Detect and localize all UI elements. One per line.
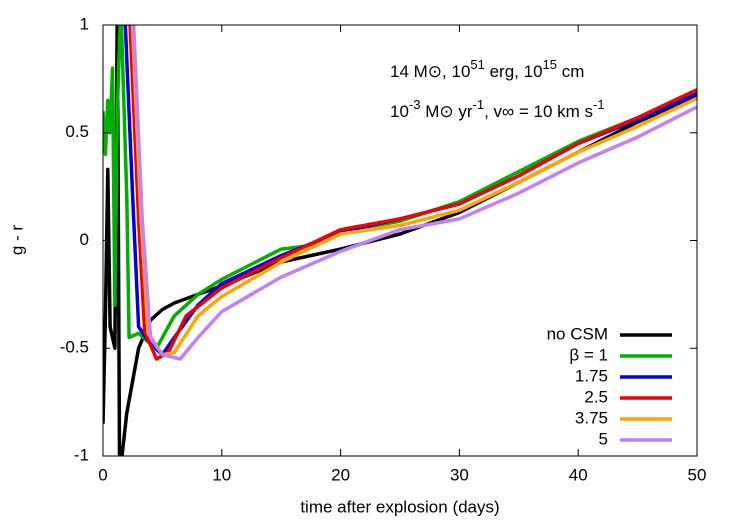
annotation-text: 10: [390, 102, 409, 121]
series-line: [128, 25, 697, 361]
legend-label: no CSM: [547, 324, 608, 343]
annotation-superscript: 51: [470, 57, 484, 72]
y-tick-label: 0: [80, 230, 89, 249]
x-tick-label: 10: [212, 465, 231, 484]
annotation-text: erg, 10: [485, 62, 543, 81]
y-axis-label: g - r: [7, 225, 26, 256]
y-tick-label: -0.5: [60, 338, 89, 357]
annotation-text: M⊙ yr: [420, 102, 472, 121]
x-tick-label: 0: [98, 465, 107, 484]
annotation-superscript: -1: [593, 97, 605, 112]
x-tick-label: 40: [569, 465, 588, 484]
legend-label: 1.75: [575, 366, 608, 385]
x-tick-label: 50: [688, 465, 707, 484]
legend-label: 2.5: [584, 387, 608, 406]
y-tick-label: 1: [80, 14, 89, 33]
legend-label: 3.75: [575, 408, 608, 427]
annotation-text: 14 M⊙, 10: [390, 62, 470, 81]
series-line: [123, 25, 697, 357]
y-tick-label: 0.5: [65, 122, 89, 141]
x-tick-label: 20: [331, 465, 350, 484]
annotation-superscript: -1: [473, 97, 485, 112]
annotation-text: , v∞ = 10 km s: [484, 102, 593, 121]
annotation: 10-3 M⊙ yr-1, v∞ = 10 km s-1: [390, 97, 605, 121]
series-line: [130, 25, 697, 357]
plot-lines: [103, 25, 697, 456]
legend-label: 5: [599, 429, 608, 448]
legend-label: β = 1: [569, 345, 608, 364]
annotation-superscript: -3: [409, 97, 421, 112]
annotation-superscript: 15: [543, 57, 557, 72]
y-tick-label: -1: [74, 445, 89, 464]
x-axis-label: time after explosion (days): [300, 497, 499, 516]
annotation-text: cm: [557, 62, 584, 81]
annotation: 14 M⊙, 1051 erg, 1015 cm: [390, 57, 584, 81]
series-line: [131, 25, 697, 361]
x-tick-label: 30: [450, 465, 469, 484]
